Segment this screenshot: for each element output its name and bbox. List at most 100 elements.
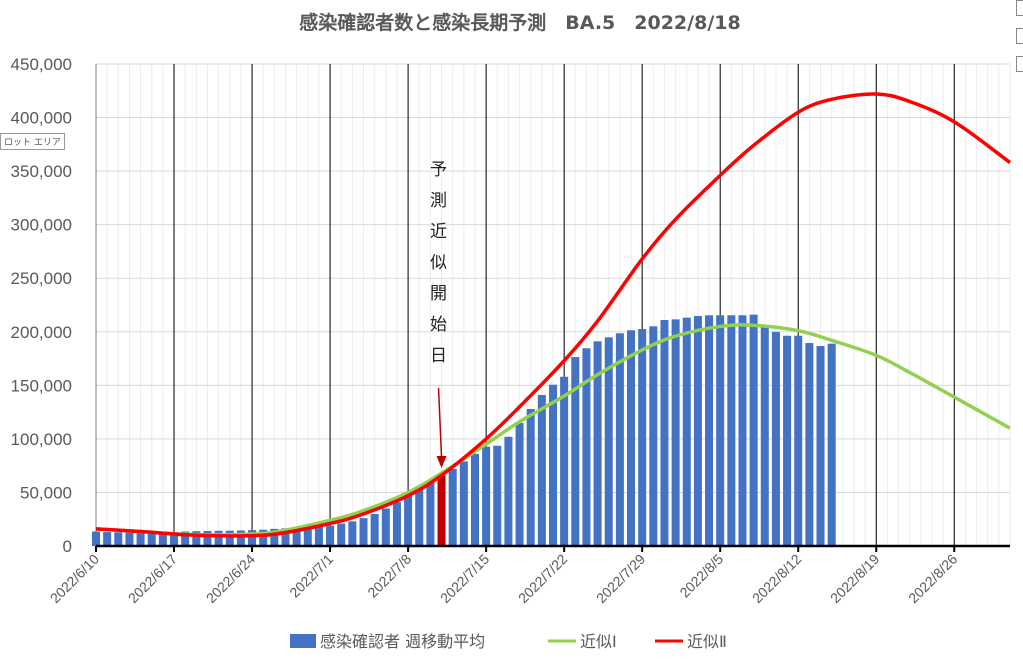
bar[interactable] [181,531,190,546]
bar[interactable] [136,532,145,546]
bar[interactable] [248,530,257,546]
bar[interactable] [716,315,725,546]
bar[interactable] [314,526,323,546]
approx2-line[interactable] [95,92,1012,538]
annotation-arrow-line [437,387,443,459]
x-tick-label: 2022/7/29 [593,551,649,607]
bar[interactable] [805,343,814,546]
bar[interactable] [270,528,279,546]
bar[interactable] [682,317,691,546]
bar[interactable] [749,314,758,546]
bar[interactable] [158,532,167,546]
bar[interactable] [359,518,368,546]
legend-label-approx2: 近似Ⅱ [687,632,727,651]
bar[interactable] [348,521,357,546]
bar[interactable] [259,529,268,546]
bar[interactable] [337,523,346,546]
bar[interactable] [526,409,535,546]
x-tick-label: 2022/7/1 [286,551,336,601]
bar[interactable] [214,530,223,546]
bar[interactable] [470,453,479,546]
bar[interactable] [627,330,636,546]
bar[interactable] [604,337,613,546]
bar[interactable] [593,341,602,546]
bar[interactable] [125,532,134,546]
x-tick-label: 2022/8/12 [749,551,805,607]
chart-filters-button[interactable] [1016,56,1023,72]
bar[interactable] [571,357,580,546]
bar-series[interactable] [91,314,836,546]
y-tick-label: 150,000 [11,376,72,395]
bar[interactable] [225,530,234,546]
bar[interactable] [582,348,591,546]
x-tick-label: 2022/6/10 [47,551,103,607]
bar[interactable] [783,335,792,546]
annotation-char: 日 [430,346,447,366]
bar[interactable] [705,315,714,546]
x-tick-label: 2022/8/26 [905,551,961,607]
bar[interactable] [303,527,312,546]
bar[interactable] [493,445,502,546]
bar[interactable] [392,502,401,546]
bar-highlight[interactable] [437,475,446,546]
bar[interactable] [147,532,156,546]
bar[interactable] [459,461,468,546]
y-tick-label: 350,000 [11,162,72,181]
annotation-char: 測 [430,191,447,211]
bar[interactable] [281,528,290,546]
bar[interactable] [537,394,546,546]
bar[interactable] [381,508,390,546]
bar[interactable] [236,530,245,546]
bar[interactable] [727,315,736,546]
bar[interactable] [192,531,201,546]
bar[interactable] [370,513,379,546]
y-tick-label: 100,000 [11,430,72,449]
bar[interactable] [693,316,702,546]
arrow-head-icon [436,456,447,468]
x-tick-label: 2022/8/19 [827,551,883,607]
bar[interactable] [660,319,669,546]
annotation-char: 近 [430,222,447,242]
line-series[interactable] [95,92,1012,538]
bar[interactable] [560,376,569,546]
y-tick-label: 450,000 [11,55,72,74]
bar[interactable] [827,343,836,546]
bar[interactable] [415,489,424,546]
bar[interactable] [504,436,513,546]
bar[interactable] [649,326,658,546]
bar[interactable] [404,495,413,546]
bar[interactable] [515,423,524,546]
bar[interactable] [760,327,769,546]
y-tick-label: 250,000 [11,269,72,288]
x-tick-label: 2022/6/17 [125,551,181,607]
bar[interactable] [816,346,825,546]
bar[interactable] [615,333,624,546]
bar[interactable] [326,525,335,546]
legend[interactable]: 感染確認者 週移動平均 近似Ⅰ 近似Ⅱ [290,632,727,651]
annotation-char: 似 [430,253,447,273]
bar[interactable] [638,328,647,546]
bar[interactable] [794,335,803,546]
y-tick-label: 200,000 [11,323,72,342]
bar[interactable] [448,468,457,546]
annotation-char: 始 [430,315,447,335]
bar[interactable] [548,384,558,546]
bar[interactable] [114,532,123,546]
annotation-char: 予 [430,160,447,180]
bar[interactable] [103,532,112,546]
chart-elements-button[interactable] [1016,0,1023,16]
bar[interactable] [771,331,780,546]
x-tick-label: 2022/7/8 [364,551,414,601]
chart-styles-button[interactable] [1016,28,1023,44]
bar[interactable] [671,319,680,546]
bar[interactable] [292,527,301,546]
bar[interactable] [203,531,212,546]
bar[interactable] [91,531,101,546]
annotation-char: 開 [430,284,447,304]
bar[interactable] [426,482,435,546]
bar[interactable] [482,446,491,546]
bar[interactable] [170,532,179,546]
bar[interactable] [738,315,747,546]
